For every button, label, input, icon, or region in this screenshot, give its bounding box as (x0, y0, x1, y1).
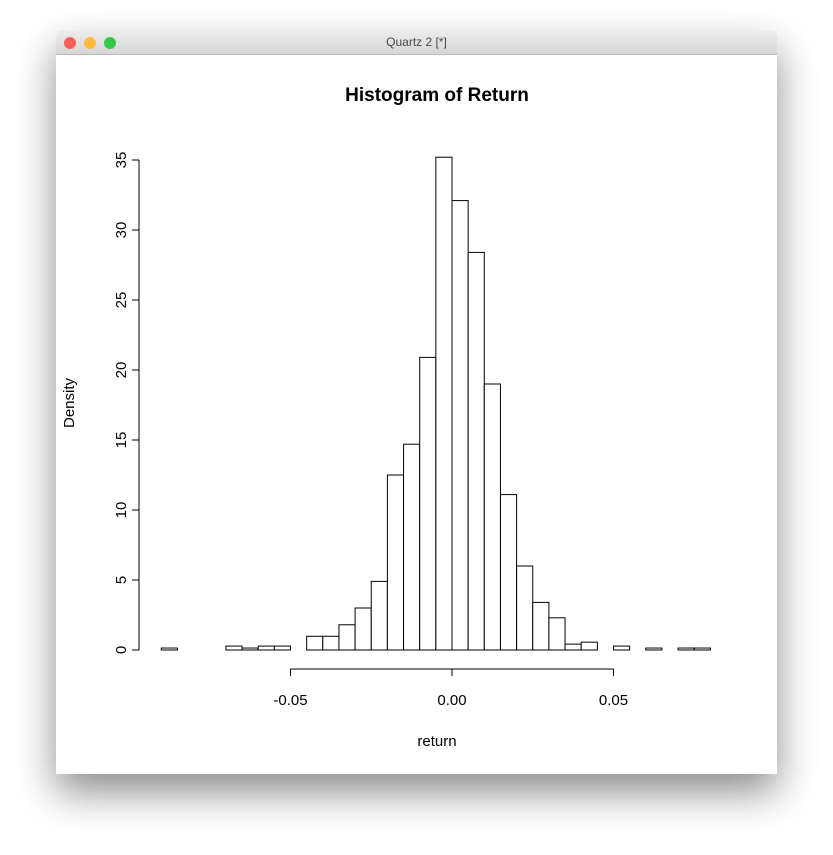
y-tick-label: 20 (113, 362, 130, 379)
bar (338, 624, 356, 651)
bar (370, 580, 388, 651)
y-tick-label: 0 (113, 646, 130, 654)
x-tick-label: 0.05 (599, 692, 628, 709)
window-title: Quartz 2 [*] (386, 35, 447, 49)
x-axis-label: return (417, 733, 456, 750)
close-button[interactable] (64, 37, 76, 49)
y-tick-label: 30 (113, 222, 130, 239)
bar (306, 635, 324, 651)
bar (354, 607, 372, 651)
y-tick-label: 5 (113, 576, 130, 584)
bar (419, 356, 437, 651)
bar (645, 647, 663, 651)
bar (257, 645, 275, 651)
bar (532, 601, 550, 651)
bar (225, 645, 243, 651)
x-tick-label: 0.00 (437, 692, 466, 709)
bar (386, 474, 405, 651)
bar (322, 635, 340, 651)
bar (548, 617, 566, 651)
bar (613, 645, 631, 651)
bar (241, 647, 259, 651)
minimize-button[interactable] (84, 37, 96, 49)
title-bar: Quartz 2 [*] (56, 31, 777, 55)
bar (273, 645, 292, 651)
bar (467, 251, 485, 651)
bar (564, 643, 582, 651)
bar (451, 200, 469, 651)
zoom-button[interactable] (104, 37, 116, 49)
bar (483, 383, 501, 651)
y-tick-label: 15 (113, 432, 130, 449)
bar (160, 647, 178, 651)
chart-title: Histogram of Return (345, 85, 529, 106)
y-axis-label: Density (61, 377, 78, 428)
y-tick-label: 10 (113, 502, 130, 519)
y-tick-label: 35 (113, 152, 130, 169)
bar (516, 565, 534, 651)
bar (499, 494, 518, 651)
bar (693, 647, 711, 651)
bar (677, 647, 695, 651)
bar (580, 641, 598, 651)
x-tick-label: -0.05 (273, 692, 307, 709)
bar (403, 443, 421, 651)
bar (435, 156, 453, 651)
y-tick-label: 25 (113, 292, 130, 309)
